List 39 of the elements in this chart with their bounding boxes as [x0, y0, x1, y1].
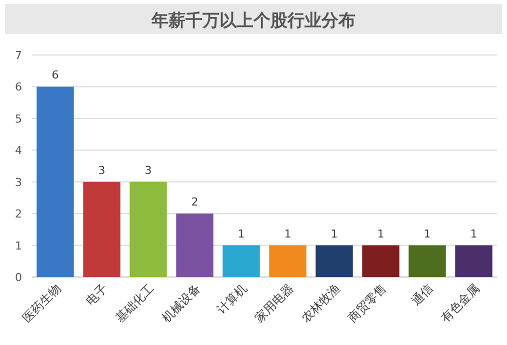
data-label: 1 — [284, 227, 292, 240]
chart-title: 年薪千万以上个股行业分布 — [150, 11, 356, 31]
y-tick-label: 0 — [15, 271, 22, 284]
x-tick-label: 有色金属 — [438, 281, 482, 326]
bar — [269, 245, 306, 277]
x-tick-label: 机械设备 — [159, 281, 203, 326]
bar — [36, 86, 74, 277]
y-tick-label: 6 — [15, 80, 22, 94]
data-label: 3 — [144, 164, 152, 177]
bar — [455, 245, 492, 277]
data-label: 1 — [330, 227, 338, 240]
y-tick-label: 1 — [15, 239, 22, 252]
data-label: 1 — [470, 227, 478, 240]
x-tick-label: 计算机 — [214, 281, 250, 317]
y-tick-label: 5 — [15, 112, 22, 126]
data-label: 1 — [238, 227, 245, 240]
bar — [408, 245, 446, 277]
y-tick-label: 3 — [15, 176, 22, 189]
bar — [362, 245, 400, 277]
y-tick-label: 7 — [15, 49, 22, 62]
x-tick-label: 医药生物 — [20, 281, 64, 326]
y-tick-label: 2 — [15, 208, 22, 221]
x-tick-label: 农林牧渔 — [298, 281, 342, 326]
x-tick-label: 商贸零售 — [345, 281, 389, 326]
data-label: 6 — [52, 68, 59, 82]
x-tick-label: 家用电器 — [252, 281, 296, 326]
data-label: 2 — [191, 196, 198, 209]
bar — [222, 245, 260, 277]
data-label: 1 — [377, 227, 384, 240]
bar — [130, 182, 167, 277]
x-tick-label: 通信 — [408, 281, 436, 308]
data-label: 1 — [424, 227, 431, 240]
x-tick-label: 基础化工 — [112, 281, 156, 326]
data-label: 3 — [98, 164, 106, 177]
y-tick-label: 4 — [15, 144, 22, 158]
bar — [83, 182, 120, 277]
bar — [316, 245, 353, 277]
x-tick-label: 电子 — [83, 281, 110, 308]
bar — [176, 214, 214, 277]
